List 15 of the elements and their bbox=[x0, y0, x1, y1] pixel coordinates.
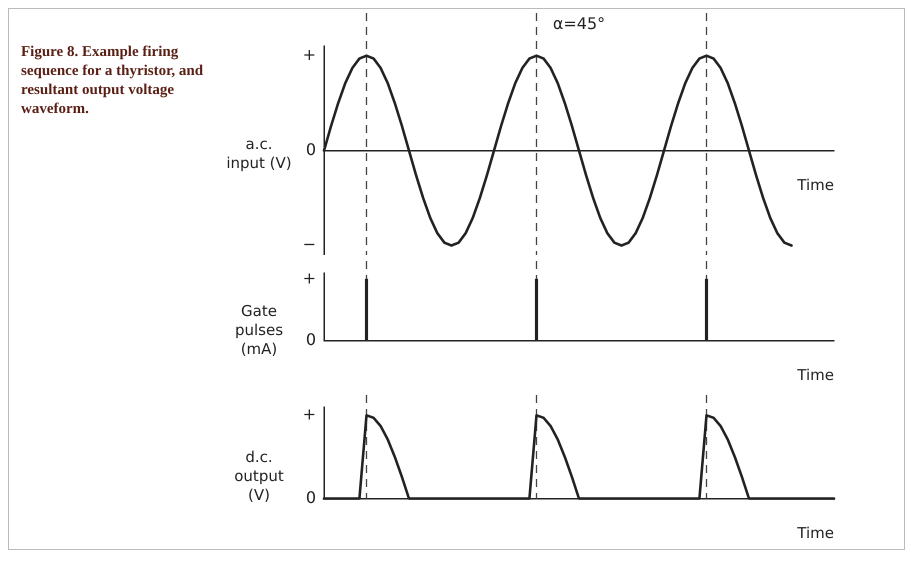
text: 0 bbox=[306, 488, 316, 507]
y-axis-title: a.c. input (V) bbox=[225, 135, 293, 173]
text: + bbox=[302, 404, 316, 424]
text: 0 bbox=[306, 140, 316, 159]
caption: Figure 8. Example firing sequence for a thyristor, and resultant output voltage waveform. bbox=[21, 43, 204, 119]
x-axis-title: Time bbox=[796, 366, 834, 384]
text: + bbox=[302, 44, 316, 64]
text: 0 bbox=[306, 330, 316, 349]
text: − bbox=[302, 234, 316, 254]
y-axis-title: Gate pulses (mA) bbox=[234, 302, 284, 358]
x-axis-title: Time bbox=[796, 524, 834, 542]
x-axis-title: Time bbox=[796, 176, 834, 194]
y-axis-title: d.c. output (V) bbox=[233, 448, 285, 504]
chart-title: α=45° bbox=[552, 14, 606, 33]
text: + bbox=[302, 268, 316, 288]
